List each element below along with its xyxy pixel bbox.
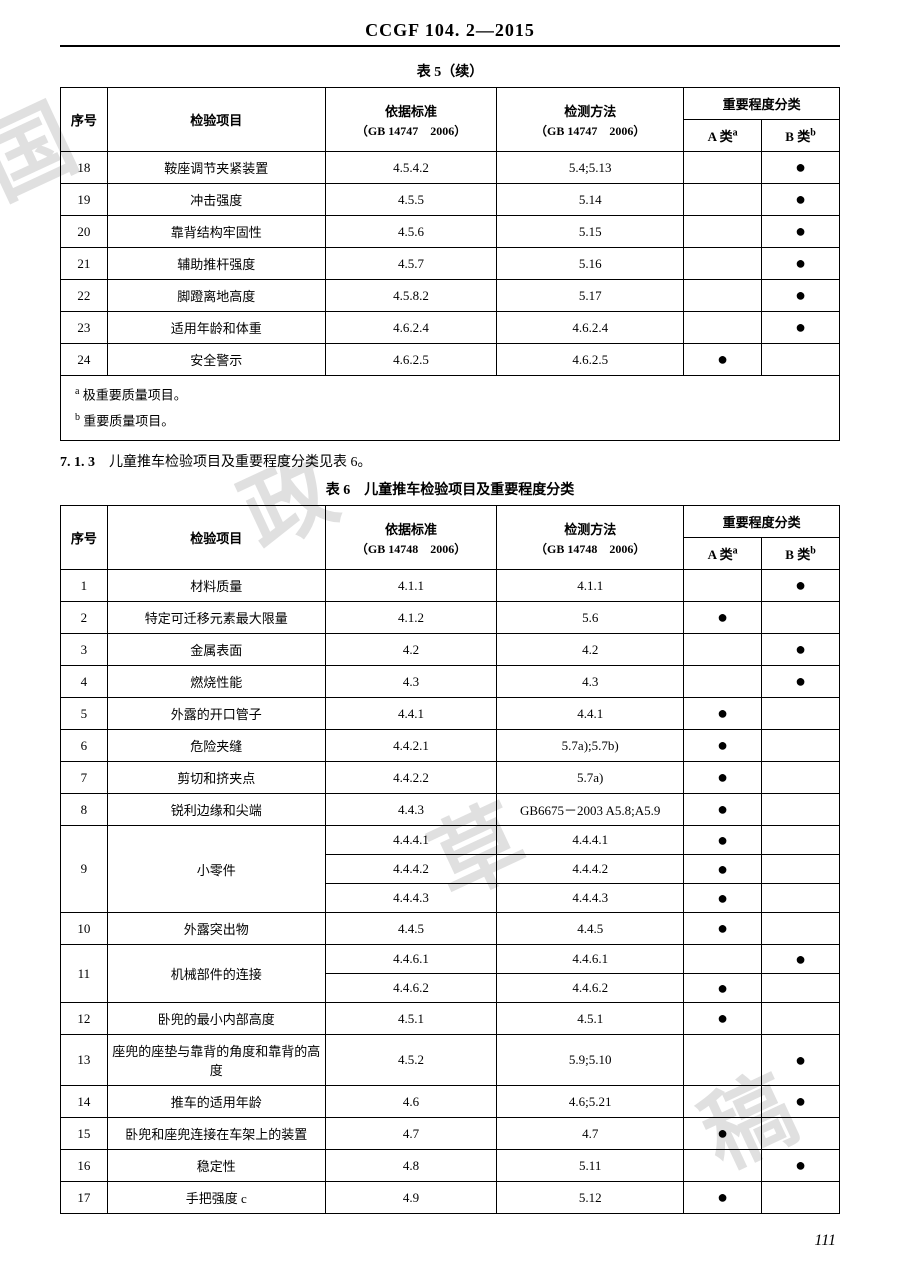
th-item: 检验项目 (107, 88, 325, 152)
th-class-b: B 类b (762, 538, 840, 570)
th-item: 检验项目 (107, 506, 325, 570)
table-row: 5外露的开口管子4.4.14.4.1● (61, 698, 840, 730)
header-rule (60, 45, 840, 47)
th-standard: 依据标准 （GB 14748 2006） (325, 506, 496, 570)
table-row: 16稳定性4.85.11● (61, 1150, 840, 1182)
th-importance: 重要程度分类 (684, 506, 840, 538)
table-row: 21辅助推杆强度4.5.75.16● (61, 248, 840, 280)
table-row: 18鞍座调节夹紧装置4.5.4.25.4;5.13● (61, 152, 840, 184)
table-row: 19冲击强度4.5.55.14● (61, 184, 840, 216)
table-row: 13座兜的座垫与靠背的角度和靠背的高度4.5.25.9;5.10● (61, 1035, 840, 1086)
th-std-label: 依据标准 (385, 104, 437, 119)
th-seq: 序号 (61, 506, 108, 570)
table6: 序号 检验项目 依据标准 （GB 14748 2006） 检测方法 （GB 14… (60, 505, 840, 1214)
table-row: 8锐利边缘和尖端4.4.3GB6675－2003 A5.8;A5.9● (61, 794, 840, 826)
th-method: 检测方法 （GB 14747 2006） (497, 88, 684, 152)
table6-caption: 表 6 儿童推车检验项目及重要程度分类 (60, 479, 840, 499)
document-code: CCGF 104. 2—2015 (60, 20, 840, 41)
table-row: 20靠背结构牢固性4.5.65.15● (61, 216, 840, 248)
table-row: 9小零件4.4.4.14.4.4.1● (61, 826, 840, 855)
th-importance: 重要程度分类 (684, 88, 840, 120)
th-class-b: B 类b (762, 120, 840, 152)
th-method: 检测方法 （GB 14748 2006） (497, 506, 684, 570)
table-row: 3金属表面4.24.2● (61, 634, 840, 666)
th-method-sub: （GB 14748 2006） (501, 540, 679, 557)
th-seq: 序号 (61, 88, 108, 152)
th-std-sub: （GB 14748 2006） (330, 540, 492, 557)
th-std-sub: （GB 14747 2006） (330, 122, 492, 139)
th-method-sub: （GB 14747 2006） (501, 122, 679, 139)
table-row: 7剪切和挤夹点4.4.2.25.7a)● (61, 762, 840, 794)
th-method-label: 检测方法 (564, 522, 616, 537)
table-row: 6危险夹缝4.4.2.15.7a);5.7b)● (61, 730, 840, 762)
section-7-1-3: 7. 1. 3 儿童推车检验项目及重要程度分类见表 6。 (60, 451, 840, 471)
table-row: 22脚蹬离地高度4.5.8.25.17● (61, 280, 840, 312)
table-row: 14推车的适用年龄4.64.6;5.21● (61, 1086, 840, 1118)
table-row: 17手把强度 c4.95.12● (61, 1182, 840, 1214)
table-row: 24安全警示4.6.2.54.6.2.5● (61, 344, 840, 376)
th-std-label: 依据标准 (385, 522, 437, 537)
table-row: 2特定可迁移元素最大限量4.1.25.6● (61, 602, 840, 634)
table5-caption: 表 5（续） (60, 61, 840, 81)
table-row: 12卧兜的最小内部高度4.5.14.5.1● (61, 1003, 840, 1035)
th-class-a: A 类a (684, 538, 762, 570)
table5-footnotes: a 极重要质量项目。 b 重要质量项目。 (61, 376, 840, 441)
table-row: 15卧兜和座兜连接在车架上的装置4.74.7● (61, 1118, 840, 1150)
page-number: 111 (60, 1232, 840, 1250)
table5: 序号 检验项目 依据标准 （GB 14747 2006） 检测方法 （GB 14… (60, 87, 840, 441)
table-row: 1材料质量4.1.14.1.1● (61, 570, 840, 602)
table-row: 4燃烧性能4.34.3● (61, 666, 840, 698)
table-row: 11机械部件的连接4.4.6.14.4.6.1● (61, 945, 840, 974)
table-row: 10外露突出物4.4.54.4.5● (61, 913, 840, 945)
th-method-label: 检测方法 (564, 104, 616, 119)
table-row: 23适用年龄和体重4.6.2.44.6.2.4● (61, 312, 840, 344)
th-standard: 依据标准 （GB 14747 2006） (325, 88, 496, 152)
th-class-a: A 类a (684, 120, 762, 152)
